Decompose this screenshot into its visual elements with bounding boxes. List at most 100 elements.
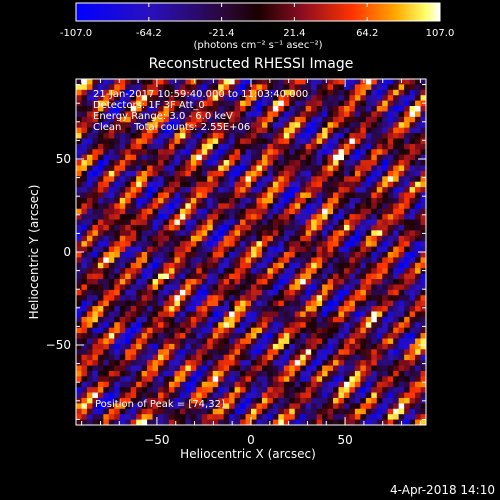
heatmap-cell <box>267 343 274 350</box>
heatmap-cell <box>97 262 104 269</box>
heatmap-cell <box>283 370 290 377</box>
heatmap-cell <box>152 311 159 318</box>
heatmap-cell <box>365 246 372 253</box>
heatmap-cell <box>261 268 268 275</box>
heatmap-cell <box>168 197 175 204</box>
heatmap-cell <box>415 214 421 220</box>
heatmap-cell <box>185 306 192 312</box>
heatmap-cell <box>272 257 279 264</box>
heatmap-cell <box>420 170 426 177</box>
heatmap-cell <box>354 143 361 150</box>
heatmap-cell <box>294 170 301 177</box>
heatmap-cell <box>393 387 400 393</box>
heatmap-cell <box>371 343 378 350</box>
heatmap-cell <box>108 176 115 183</box>
heatmap-cell <box>240 284 246 291</box>
heatmap-cell <box>404 289 410 296</box>
heatmap-cell <box>316 241 323 247</box>
heatmap-cell <box>327 197 334 204</box>
heatmap-cell <box>267 192 274 199</box>
heatmap-cell <box>393 235 400 242</box>
heatmap-cell <box>185 343 192 350</box>
heatmap-cell <box>245 241 252 247</box>
heatmap-cell <box>333 224 339 231</box>
heatmap-cell <box>125 397 132 404</box>
heatmap-cell <box>322 176 328 183</box>
heatmap-cell <box>267 84 274 91</box>
heatmap-cell <box>130 127 137 134</box>
heatmap-cell <box>354 230 361 237</box>
heatmap-cell <box>376 214 383 220</box>
heatmap-cell <box>404 165 410 172</box>
heatmap-cell <box>229 279 235 285</box>
heatmap-cell <box>207 122 214 129</box>
heatmap-cell <box>119 149 126 156</box>
heatmap-cell <box>86 376 93 383</box>
heatmap-cell <box>212 127 219 134</box>
heatmap-cell <box>174 262 181 269</box>
heatmap-cell <box>311 143 318 150</box>
heatmap-cell <box>240 176 246 183</box>
heatmap-cell <box>190 316 197 323</box>
heatmap-cell <box>196 273 203 280</box>
heatmap-cell <box>316 311 323 318</box>
heatmap-cell <box>119 387 126 393</box>
heatmap-cell <box>420 122 426 129</box>
heatmap-cell <box>316 397 323 404</box>
heatmap-cell <box>294 316 301 323</box>
heatmap-cell <box>398 273 405 280</box>
heatmap-cell <box>371 111 378 118</box>
heatmap-cell <box>108 116 115 123</box>
heatmap-cell <box>196 246 203 253</box>
heatmap-cell <box>190 360 197 366</box>
heatmap-cell <box>267 100 274 107</box>
heatmap-cell <box>283 165 290 172</box>
heatmap-cell <box>256 133 263 139</box>
heatmap-cell <box>147 224 153 231</box>
heatmap-cell <box>376 241 383 247</box>
heatmap-cell <box>371 170 378 177</box>
heatmap-cell <box>234 419 241 425</box>
heatmap-cell <box>333 252 339 258</box>
heatmap-cell <box>212 354 219 361</box>
heatmap-cell <box>119 165 126 172</box>
heatmap-cell <box>404 176 410 183</box>
heatmap-cell <box>196 262 203 269</box>
heatmap-cell <box>376 327 383 334</box>
heatmap-cell <box>229 170 235 177</box>
heatmap-cell <box>283 95 290 102</box>
heatmap-cell <box>174 370 181 377</box>
heatmap-cell <box>207 354 214 361</box>
heatmap-cell <box>108 349 115 356</box>
heatmap-cell <box>223 246 230 253</box>
heatmap-cell <box>311 127 318 134</box>
heatmap-cell <box>354 295 361 302</box>
heatmap-cell <box>398 133 405 139</box>
heatmap-cell <box>103 397 110 404</box>
heatmap-cell <box>81 106 88 112</box>
heatmap-cell <box>354 133 361 139</box>
heatmap-cell <box>207 203 214 210</box>
heatmap-cell <box>240 127 246 134</box>
heatmap-cell <box>354 273 361 280</box>
heatmap-cell <box>376 387 383 393</box>
heatmap-cell <box>168 122 175 129</box>
heatmap-cell <box>294 127 301 134</box>
heatmap-cell <box>229 403 235 410</box>
heatmap-cell <box>196 387 203 393</box>
heatmap-cell <box>136 214 143 220</box>
heatmap-cell <box>272 208 279 215</box>
heatmap-cell <box>141 284 148 291</box>
heatmap-cell <box>114 306 121 312</box>
heatmap-cell <box>240 203 246 210</box>
heatmap-cell <box>327 311 334 318</box>
heatmap-cell <box>218 138 225 145</box>
heatmap-cell <box>168 408 175 415</box>
heatmap-cell <box>393 268 400 275</box>
heatmap-cell <box>261 111 268 118</box>
heatmap-cell <box>108 354 115 361</box>
heatmap-cell <box>289 252 296 258</box>
heatmap-cell <box>371 262 378 269</box>
heatmap-cell <box>322 89 328 96</box>
heatmap-cell <box>371 306 378 312</box>
